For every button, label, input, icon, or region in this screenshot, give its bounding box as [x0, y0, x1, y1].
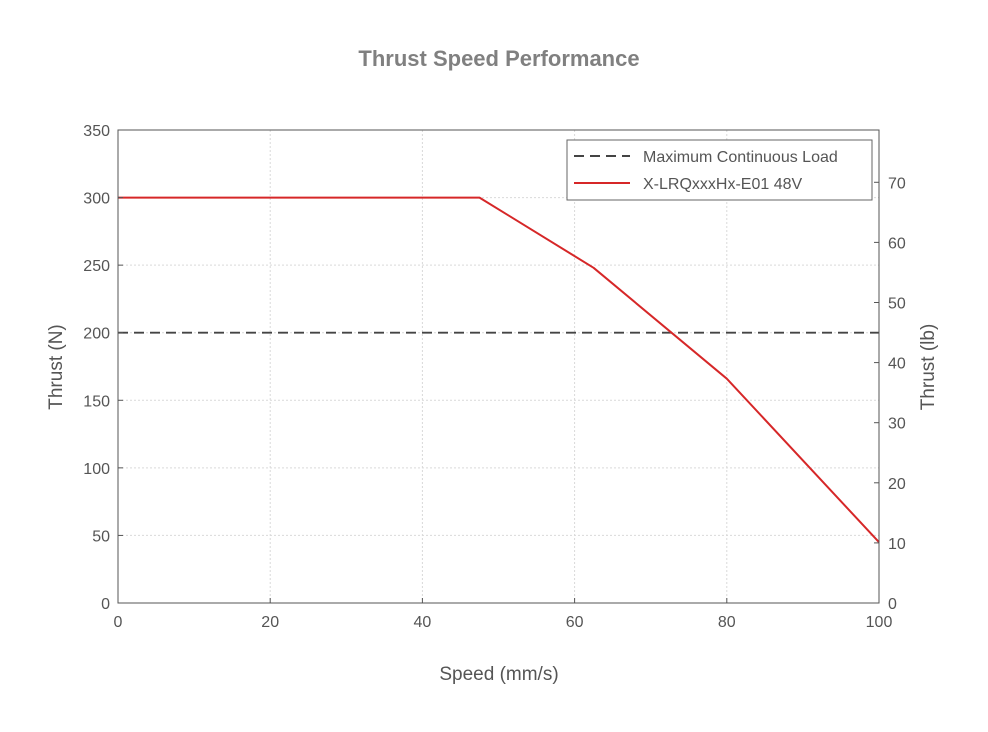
y2-tick-label: 50: [888, 295, 906, 312]
y-tick-label: 350: [83, 123, 110, 140]
y2-tick-label: 10: [888, 536, 906, 553]
x-tick-label: 60: [566, 614, 584, 631]
x-axis-label: Speed (mm/s): [439, 664, 558, 685]
y-tick-label: 250: [83, 258, 110, 275]
y-tick-label: 0: [101, 596, 110, 613]
ticks-layer: 0 20 40 60 80 1000501001502002503003500102030…: [83, 123, 906, 631]
legend: Maximum Continuous Load X-LRQxxxHx-E01 4…: [566, 139, 873, 201]
y2-tick-label: 20: [888, 476, 906, 493]
x-tick-label: 40: [414, 614, 432, 631]
y-tick-label: 300: [83, 191, 110, 208]
legend-label-max-load: Maximum Continuous Load: [643, 149, 838, 166]
y2-axis-label: Thrust (lb): [918, 324, 939, 411]
plot-frame: [117, 129, 880, 604]
x-tick-label: 20: [261, 614, 279, 631]
y2-tick-label: 30: [888, 416, 906, 433]
y2-tick-label: 70: [888, 175, 906, 192]
y-axis-label: Thrust (N): [46, 324, 67, 410]
y-tick-label: 100: [83, 461, 110, 478]
x-tick-label: 80: [718, 614, 736, 631]
legend-box: [566, 139, 873, 201]
thrust-curve-line: [118, 196, 880, 543]
y-tick-label: 50: [92, 528, 110, 545]
y2-tick-label: 0: [888, 596, 897, 613]
y2-tick-label: 40: [888, 356, 906, 373]
legend-label-thrust: X-LRQxxxHx-E01 48V: [643, 176, 802, 193]
y2-tick-label: 60: [888, 235, 906, 252]
x-tick-label: 0: [114, 614, 123, 631]
chart-title: Thrust Speed Performance: [358, 46, 639, 71]
y-tick-label: 200: [83, 326, 110, 343]
x-tick-label: 100: [866, 614, 893, 631]
series-layer: [118, 196, 880, 543]
y-tick-label: 150: [83, 393, 110, 410]
